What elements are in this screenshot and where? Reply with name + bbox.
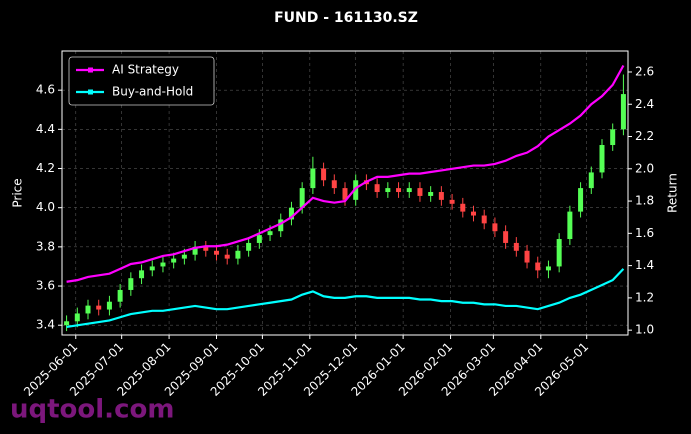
- plot-frame: [61, 50, 629, 336]
- candle-body: [620, 94, 626, 130]
- candle-body: [438, 192, 444, 200]
- y-axis-label: Price: [11, 178, 25, 207]
- candle-body: [224, 254, 230, 259]
- candle-body: [171, 258, 177, 263]
- y-tick-label: 4.6: [36, 83, 55, 97]
- y-tick-label: 4.4: [36, 122, 55, 136]
- candle-body: [406, 188, 412, 193]
- candle-body: [267, 231, 273, 236]
- legend-label: AI Strategy: [112, 63, 179, 77]
- y-tick-label: 3.6: [36, 279, 55, 293]
- candle-body: [428, 192, 434, 196]
- y2-tick-label: 2.4: [635, 97, 654, 111]
- candle-body: [331, 180, 337, 189]
- candle-body: [374, 184, 380, 193]
- candle-body: [235, 250, 241, 259]
- candle-body: [85, 305, 91, 314]
- candle-body: [524, 250, 530, 263]
- candle-body: [160, 262, 166, 267]
- y2-tick-label: 1.2: [635, 290, 654, 304]
- candle-body: [74, 313, 80, 322]
- candle-body: [578, 188, 584, 212]
- y2-tick-label: 2.0: [635, 161, 654, 175]
- grid: [62, 51, 628, 335]
- candle-body: [460, 203, 466, 212]
- candle-body: [64, 321, 70, 326]
- candle-body: [139, 270, 145, 279]
- candle-body: [310, 168, 316, 189]
- candle-body: [117, 289, 123, 302]
- y-tick-label: 3.4: [36, 318, 55, 332]
- return-line: [66, 64, 625, 283]
- candle-body: [246, 242, 252, 251]
- candle-body: [203, 246, 209, 251]
- y-tick-label: 4.0: [36, 200, 55, 214]
- candle-body: [149, 266, 155, 271]
- candle-body: [481, 215, 487, 224]
- chart-title: FUND - 161130.SZ: [274, 10, 418, 26]
- candle-body: [385, 188, 391, 193]
- candle-body: [492, 223, 498, 232]
- candle-body: [181, 254, 187, 259]
- candle-body: [503, 231, 509, 243]
- candle-body: [513, 242, 519, 251]
- candle-body: [299, 188, 305, 208]
- candle-body: [342, 188, 348, 200]
- y2-tick-label: 2.6: [635, 64, 654, 78]
- candle-body: [556, 239, 562, 267]
- candle-body: [417, 188, 423, 196]
- legend-label: Buy-and-Hold: [112, 85, 193, 99]
- candle-body: [288, 207, 294, 220]
- legend-marker: [88, 67, 93, 73]
- candle-body: [256, 235, 262, 243]
- y2-tick-label: 2.2: [635, 129, 654, 143]
- watermark: uqtool.com: [10, 395, 174, 425]
- candle-body: [128, 278, 134, 290]
- candle-body: [599, 145, 605, 173]
- legend-marker: [88, 89, 93, 95]
- return-line: [66, 268, 625, 329]
- y2-tick-label: 1.0: [635, 323, 654, 337]
- y2-tick-label: 1.4: [635, 258, 654, 272]
- legend-box: [68, 56, 215, 106]
- candle-body: [353, 180, 359, 200]
- candle-body: [470, 211, 476, 216]
- candle-body: [106, 301, 112, 310]
- candle-body: [545, 266, 551, 271]
- candle-body: [449, 199, 455, 204]
- candle-body: [567, 211, 573, 240]
- y-tick-label: 3.8: [36, 239, 55, 253]
- y2-tick-label: 1.6: [635, 226, 654, 240]
- candle-body: [535, 262, 541, 271]
- y2-axis-label: Return: [666, 173, 680, 213]
- candle-body: [278, 219, 284, 232]
- y-tick-label: 4.2: [36, 161, 55, 175]
- candle-body: [396, 188, 402, 193]
- y2-tick-label: 1.8: [635, 194, 654, 208]
- candle-body: [214, 250, 220, 255]
- candle-body: [96, 305, 102, 310]
- candle-body: [192, 246, 198, 255]
- candle-body: [321, 168, 327, 181]
- candle-body: [588, 172, 594, 189]
- candle-body: [610, 129, 616, 146]
